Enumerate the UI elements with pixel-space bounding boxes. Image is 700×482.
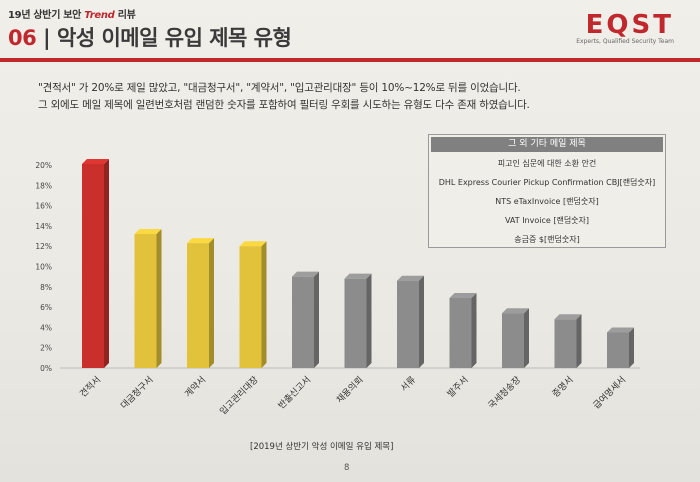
chart-caption: [2019년 상반기 악성 이메일 유입 제목] <box>250 442 394 452</box>
y-tick-label: 2% <box>40 344 52 353</box>
bar-11 <box>607 327 634 368</box>
bar-top <box>292 271 319 277</box>
bar-6 <box>344 273 372 368</box>
bar-3 <box>187 238 214 368</box>
bar-top <box>82 158 109 164</box>
other-titles-header: 그 외 기타 메일 제목 <box>431 137 663 152</box>
bars <box>82 158 634 368</box>
y-tick-label: 14% <box>35 222 52 231</box>
bar-8 <box>449 292 477 368</box>
bar-side <box>524 308 529 368</box>
other-title-row: VAT Invoice [랜덤숫자] <box>504 216 590 225</box>
bar-side <box>261 241 267 368</box>
bar-front <box>502 313 524 368</box>
bar-side <box>471 292 477 368</box>
other-title-row: 피고인 심문에 대한 소환 안건 <box>497 159 597 168</box>
x-axis-labels: 견적서 대금청구서 계약서 입고관리대장 반출신고서 채용의뢰 서류 발주서 국세청송장 증명서 급… <box>77 374 628 418</box>
bar-side <box>366 273 372 368</box>
report-label-suffix: 리뷰 <box>117 10 136 21</box>
section-number: 06 <box>8 26 37 50</box>
x-tick-label: 견적서 <box>77 374 103 400</box>
bar-front <box>397 280 419 368</box>
y-tick-label: 8% <box>40 283 52 292</box>
x-tick-label: 급여명세서 <box>590 374 628 412</box>
bar-front <box>607 332 629 368</box>
x-tick-label: 입고관리대장 <box>217 374 261 418</box>
bar-4 <box>239 241 267 368</box>
bar-side <box>629 327 634 368</box>
bar-side <box>314 271 319 368</box>
section-title: | 악성 이메일 유입 제목 유형 <box>43 26 292 50</box>
bar-10 <box>554 314 582 368</box>
x-tick-label: 증명서 <box>550 374 575 399</box>
y-tick-label: 16% <box>35 202 52 211</box>
title-divider <box>0 58 700 62</box>
bar-front <box>292 276 314 368</box>
bar-front <box>554 319 577 368</box>
other-title-row: NTS eTaxInvoice [랜덤숫자] <box>495 197 599 206</box>
bar-2 <box>134 229 162 368</box>
bar-top <box>134 229 162 235</box>
description-line-2: 그 외에도 메일 제목에 일련번호처럼 랜덤한 숫자를 포함하여 필터링 우회를… <box>38 99 530 111</box>
other-title-row: 송금증 $[랜덤숫자] <box>514 235 580 244</box>
bar-front <box>187 243 209 368</box>
bar-front <box>134 234 157 368</box>
description: "견적서" 가 20%로 제일 많았고, "대금청구서", "계약서", "입고… <box>38 80 530 114</box>
bar-9 <box>502 308 529 368</box>
bar-top <box>397 275 424 281</box>
y-tick-label: 12% <box>35 242 52 251</box>
y-tick-label: 18% <box>35 181 52 190</box>
bar-front <box>344 278 367 368</box>
bar-front <box>82 163 104 368</box>
bar-5 <box>292 271 319 368</box>
bar-top <box>607 327 634 333</box>
bar-front <box>239 246 262 368</box>
bar-top <box>449 292 477 298</box>
x-tick-label: 채용의뢰 <box>334 374 365 405</box>
logo-tagline: Experts, Qualified Security Team <box>576 38 674 45</box>
bar-front <box>449 297 472 368</box>
y-tick-label: 10% <box>35 263 52 272</box>
bar-side <box>209 238 214 368</box>
y-tick-label: 20% <box>35 161 52 170</box>
x-tick-label: 계약서 <box>182 374 208 400</box>
bar-side <box>104 158 109 368</box>
y-tick-label: 6% <box>40 303 52 312</box>
report-label: 19년 상반기 보안 Trend 리뷰 <box>8 6 136 21</box>
bar-top <box>554 314 582 320</box>
bar-top <box>187 238 214 244</box>
bar-1 <box>82 158 109 368</box>
bar-side <box>576 314 582 368</box>
other-title-row: DHL Express Courier Pickup Confirmation … <box>438 178 656 187</box>
x-tick-label: 반출신고서 <box>276 374 313 411</box>
logo-mark: EQST <box>585 10 674 40</box>
bar-top <box>239 241 267 247</box>
report-label-brand: Trend <box>84 10 115 21</box>
other-titles-box: 그 외 기타 메일 제목 피고인 심문에 대한 소환 안건 DHL Expres… <box>428 134 666 248</box>
x-tick-label: 대금청구서 <box>119 374 156 411</box>
description-line-1: "견적서" 가 20%로 제일 많았고, "대금청구서", "계약서", "입고… <box>38 82 521 94</box>
bar-side <box>419 275 424 368</box>
bar-top <box>502 308 529 314</box>
bar-top <box>344 273 372 279</box>
x-tick-label: 서류 <box>399 374 418 393</box>
page-number: 8 <box>344 463 350 473</box>
eqst-logo: EQST Experts, Qualified Security Team <box>576 12 674 45</box>
report-label-prefix: 19년 상반기 보안 <box>8 10 82 21</box>
y-tick-label: 4% <box>40 323 52 332</box>
bar-7 <box>397 275 424 368</box>
y-tick-label: 0% <box>40 364 52 373</box>
bar-side <box>156 229 162 368</box>
page-title: 06 | 악성 이메일 유입 제목 유형 <box>8 22 292 52</box>
x-tick-label: 발주서 <box>445 374 470 399</box>
x-tick-label: 국세청송장 <box>486 374 523 411</box>
